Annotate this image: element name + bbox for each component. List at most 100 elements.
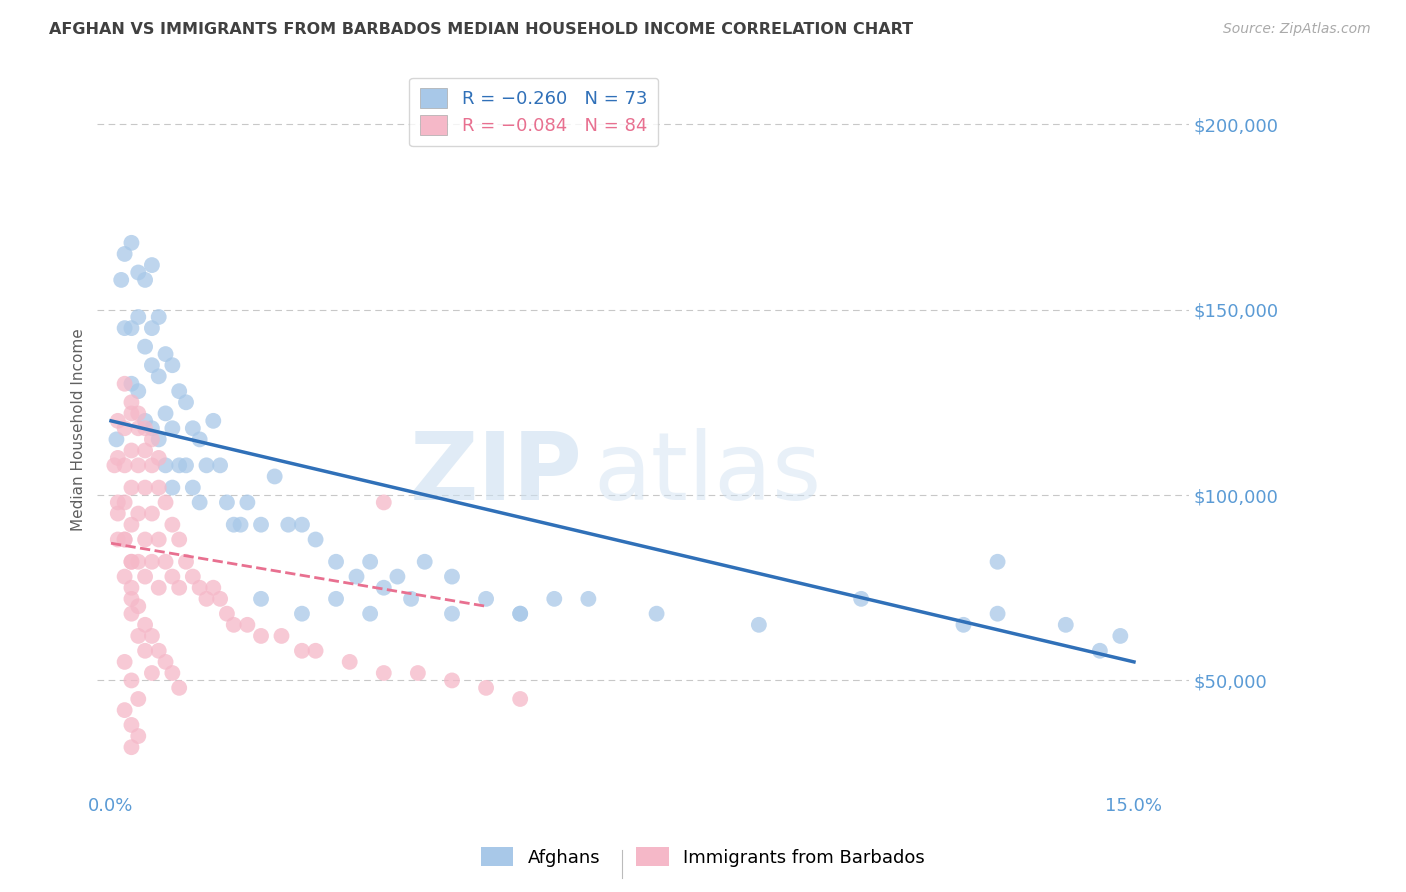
Text: Source: ZipAtlas.com: Source: ZipAtlas.com <box>1223 22 1371 37</box>
Point <box>291 517 314 532</box>
Point <box>120 673 142 688</box>
Point <box>120 555 142 569</box>
Point <box>325 555 347 569</box>
Point <box>155 555 177 569</box>
Point <box>188 433 211 447</box>
Point <box>195 458 218 473</box>
Point <box>148 644 170 658</box>
Point <box>167 533 190 547</box>
Point <box>291 607 314 621</box>
Point <box>167 681 190 695</box>
Point <box>576 591 599 606</box>
Point <box>114 458 136 473</box>
Point <box>114 569 136 583</box>
Point <box>114 703 136 717</box>
Point <box>162 421 184 435</box>
Point <box>359 555 381 569</box>
Point <box>114 533 136 547</box>
Point <box>141 507 163 521</box>
Text: AFGHAN VS IMMIGRANTS FROM BARBADOS MEDIAN HOUSEHOLD INCOME CORRELATION CHART: AFGHAN VS IMMIGRANTS FROM BARBADOS MEDIA… <box>49 22 914 37</box>
Point <box>134 481 156 495</box>
Point <box>1088 644 1111 658</box>
Point <box>851 591 873 606</box>
Point <box>134 273 156 287</box>
Point <box>167 458 190 473</box>
Point <box>107 533 129 547</box>
Point <box>127 629 149 643</box>
Point <box>181 481 204 495</box>
Point <box>127 599 149 614</box>
Point <box>141 321 163 335</box>
Point <box>141 629 163 643</box>
Point <box>127 265 149 279</box>
Text: atlas: atlas <box>593 427 823 519</box>
Point <box>114 655 136 669</box>
Point <box>181 421 204 435</box>
Point <box>440 569 463 583</box>
Point <box>325 591 347 606</box>
Point <box>134 421 156 435</box>
Point <box>162 569 184 583</box>
Point <box>215 495 238 509</box>
Point <box>114 533 136 547</box>
Point <box>162 481 184 495</box>
Point <box>127 384 149 399</box>
Point <box>141 258 163 272</box>
Point <box>373 581 395 595</box>
Point <box>167 581 190 595</box>
Point <box>987 555 1010 569</box>
Point <box>107 450 129 465</box>
Point <box>387 569 409 583</box>
Point <box>127 507 149 521</box>
Point <box>127 555 149 569</box>
Point <box>987 607 1010 621</box>
Point <box>107 507 129 521</box>
Point <box>509 692 531 706</box>
Point <box>120 395 142 409</box>
Point <box>645 607 668 621</box>
Point <box>120 555 142 569</box>
Point <box>440 607 463 621</box>
Point <box>120 481 142 495</box>
Point <box>120 376 142 391</box>
Point <box>155 347 177 361</box>
Point <box>188 495 211 509</box>
Text: ZIP: ZIP <box>411 427 583 519</box>
Legend: Afghans, Immigrants from Barbados: Afghans, Immigrants from Barbados <box>474 840 932 874</box>
Point <box>148 533 170 547</box>
Point <box>291 644 314 658</box>
Point <box>475 591 498 606</box>
Point <box>127 729 149 743</box>
Point <box>181 569 204 583</box>
Point <box>155 458 177 473</box>
Point <box>141 421 163 435</box>
Point <box>127 310 149 324</box>
Point <box>120 235 142 250</box>
Point <box>304 533 326 547</box>
Y-axis label: Median Household Income: Median Household Income <box>72 329 86 532</box>
Point <box>209 458 232 473</box>
Point <box>141 358 163 372</box>
Point <box>236 617 259 632</box>
Point <box>952 617 974 632</box>
Point <box>141 433 163 447</box>
Point <box>120 517 142 532</box>
Point <box>339 655 361 669</box>
Point <box>162 358 184 372</box>
Point <box>134 569 156 583</box>
Point <box>748 617 770 632</box>
Point <box>1054 617 1077 632</box>
Point <box>127 692 149 706</box>
Point <box>120 443 142 458</box>
Point <box>141 666 163 681</box>
Point <box>134 644 156 658</box>
Point <box>120 740 142 755</box>
Point <box>304 644 326 658</box>
Point <box>114 495 136 509</box>
Point <box>359 607 381 621</box>
Point <box>188 581 211 595</box>
Point <box>148 481 170 495</box>
Point <box>475 681 498 695</box>
Point <box>373 495 395 509</box>
Point <box>127 421 149 435</box>
